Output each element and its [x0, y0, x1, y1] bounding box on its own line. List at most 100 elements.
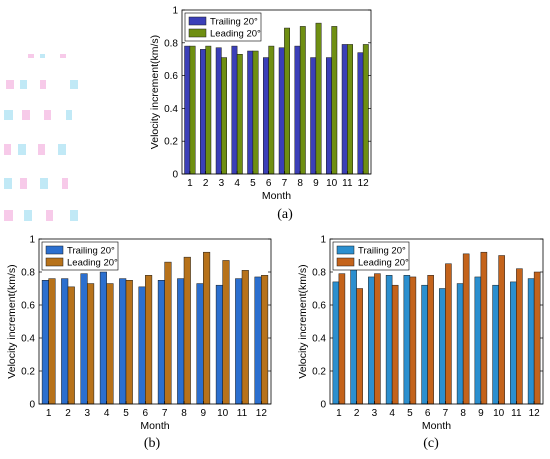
- legend-swatch-0: [336, 245, 355, 255]
- y-tick-label: 0.6: [164, 71, 178, 82]
- legend-label-1: Leading 20°: [358, 258, 409, 269]
- bar-leading-month-7: [445, 263, 452, 405]
- y-axis-label: Velocity increment(km/s): [149, 35, 161, 149]
- bar-trailing-month-6: [138, 286, 146, 405]
- bar-trailing-month-10: [326, 57, 332, 175]
- x-tick-label: 6: [266, 178, 272, 189]
- y-tick-label: 0: [29, 400, 35, 411]
- y-tick-label: 0.4: [312, 334, 326, 345]
- x-axis-label: Month: [140, 420, 169, 432]
- bar-trailing-month-8: [294, 45, 301, 175]
- bar-leading-month-9: [315, 22, 322, 175]
- bar-trailing-month-8: [177, 278, 185, 405]
- axes-box: [181, 9, 372, 175]
- bar-trailing-month-12: [527, 278, 535, 405]
- bar-trailing-month-3: [368, 276, 375, 405]
- bar-leading-month-6: [268, 45, 275, 175]
- chart-panel-2: 00.20.40.60.811 2 3 4 5 6 7 8 9 10 11 12MonthVeloci…: [297, 235, 544, 451]
- y-tick-label: 0.2: [21, 367, 35, 378]
- bar-trailing-month-12: [254, 276, 262, 405]
- y-tick-label: 0.8: [312, 268, 326, 279]
- bar-leading-month-1: [338, 273, 346, 405]
- x-tick-label: 12: [358, 178, 370, 189]
- x-tick-label: 1: [187, 178, 193, 189]
- x-tick-label: 2: [203, 178, 209, 189]
- bar-leading-month-2: [356, 288, 363, 405]
- x-tick-label: 12: [256, 408, 268, 419]
- panel-label: (c): [423, 436, 439, 451]
- bar-leading-month-10: [331, 26, 338, 175]
- bar-trailing-month-11: [510, 281, 517, 405]
- x-tick-label: 8: [297, 178, 303, 189]
- y-tick-label: 0.2: [312, 367, 326, 378]
- bar-leading-month-1: [48, 278, 56, 405]
- y-tick-label: 0.4: [21, 334, 35, 345]
- x-tick-label: 11: [511, 408, 522, 419]
- x-tick-label: 8: [181, 408, 187, 419]
- bar-leading-month-3: [221, 57, 227, 175]
- bar-leading-month-9: [480, 251, 488, 405]
- bar-trailing-month-4: [231, 45, 238, 175]
- x-tick-label: 9: [478, 408, 484, 419]
- y-tick-label: 0.6: [312, 301, 326, 312]
- bar-leading-month-8: [462, 253, 470, 405]
- bar-trailing-month-5: [119, 278, 127, 405]
- x-axis-label: Month: [262, 190, 291, 202]
- legend-swatch-1: [336, 257, 355, 267]
- bar-leading-month-7: [284, 27, 290, 175]
- legend-label-0: Trailing 20°: [358, 246, 406, 257]
- bar-leading-month-1: [189, 45, 196, 175]
- x-tick-label: 3: [372, 408, 378, 419]
- bar-trailing-month-5: [247, 50, 254, 175]
- x-tick-label: 10: [493, 408, 505, 419]
- x-tick-label: 1: [46, 408, 52, 419]
- bar-trailing-month-1: [332, 281, 340, 405]
- bar-leading-month-2: [205, 45, 212, 175]
- y-tick-label: 1: [320, 235, 326, 246]
- axes-box: [329, 238, 544, 405]
- x-tick-label: 8: [460, 408, 466, 419]
- bar-leading-month-5: [252, 50, 259, 175]
- x-tick-label: 6: [425, 408, 431, 419]
- bar-trailing-month-5: [403, 275, 411, 405]
- bar-trailing-month-8: [456, 283, 464, 405]
- x-tick-label: 10: [326, 178, 338, 189]
- scan-noise-artifact: [4, 54, 78, 221]
- bar-leading-month-9: [203, 251, 211, 405]
- bar-trailing-month-4: [99, 271, 107, 405]
- bar-trailing-month-6: [263, 57, 269, 175]
- legend-label-0: Trailing 20°: [210, 17, 258, 28]
- bar-leading-month-6: [427, 275, 434, 405]
- legend-swatch-1: [188, 28, 207, 38]
- bar-leading-month-3: [87, 283, 95, 405]
- x-tick-label: 6: [143, 408, 149, 419]
- legend-label-1: Leading 20°: [67, 258, 118, 269]
- bar-trailing-month-7: [439, 288, 446, 405]
- x-tick-label: 4: [234, 178, 240, 189]
- x-tick-label: 7: [282, 178, 288, 189]
- bar-trailing-month-9: [196, 283, 204, 405]
- x-axis-label: Month: [422, 420, 451, 432]
- bar-leading-month-12: [533, 271, 541, 405]
- x-tick-label: 11: [342, 178, 353, 189]
- bar-leading-month-5: [409, 276, 417, 405]
- x-tick-label: 2: [65, 408, 71, 419]
- bar-leading-month-8: [183, 256, 191, 405]
- y-tick-label: 0.2: [164, 137, 178, 148]
- bar-leading-month-7: [164, 261, 172, 405]
- legend-swatch-0: [188, 16, 207, 26]
- x-tick-label: 3: [85, 408, 91, 419]
- x-tick-label: 9: [201, 408, 207, 419]
- x-tick-label: 5: [250, 178, 256, 189]
- bar-leading-month-6: [145, 275, 153, 405]
- bar-leading-month-3: [374, 273, 381, 405]
- x-tick-label: 10: [217, 408, 229, 419]
- bar-leading-month-2: [67, 286, 75, 405]
- y-tick-label: 0: [320, 400, 326, 411]
- bar-trailing-month-9: [474, 276, 482, 405]
- bar-trailing-month-9: [310, 57, 317, 175]
- bar-leading-month-4: [391, 284, 399, 405]
- bar-leading-month-12: [261, 275, 269, 405]
- bar-trailing-month-2: [200, 49, 206, 175]
- y-tick-label: 0: [172, 170, 178, 181]
